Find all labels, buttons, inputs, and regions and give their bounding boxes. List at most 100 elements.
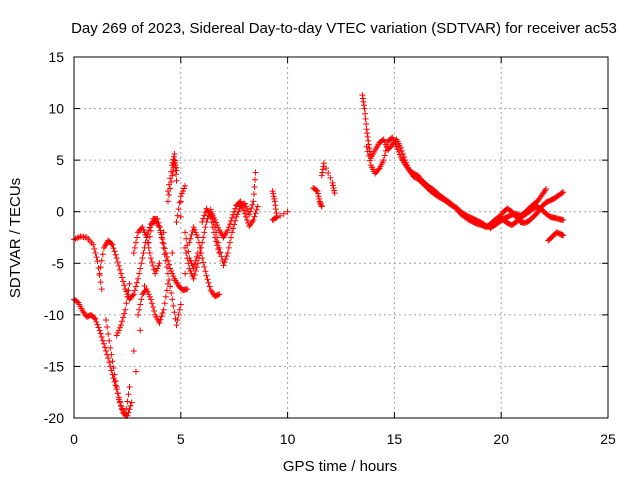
data-point bbox=[139, 224, 146, 231]
data-point bbox=[157, 316, 164, 323]
data-point bbox=[270, 190, 277, 197]
series-track-6 bbox=[207, 198, 261, 241]
data-point bbox=[120, 314, 127, 321]
data-point bbox=[223, 253, 230, 260]
data-point bbox=[173, 177, 180, 184]
data-point bbox=[117, 270, 124, 277]
data-point bbox=[229, 229, 236, 236]
data-point bbox=[112, 251, 119, 258]
data-point bbox=[188, 270, 195, 277]
data-point bbox=[104, 351, 111, 358]
data-point bbox=[167, 283, 174, 290]
data-point bbox=[364, 133, 371, 140]
data-point bbox=[164, 198, 171, 205]
data-point bbox=[188, 231, 195, 238]
data-point bbox=[142, 231, 149, 238]
data-point bbox=[155, 262, 162, 269]
data-point bbox=[242, 203, 249, 210]
data-point bbox=[163, 287, 170, 294]
data-point bbox=[225, 224, 232, 231]
data-point bbox=[119, 405, 126, 412]
data-point bbox=[241, 210, 248, 217]
data-point bbox=[317, 200, 324, 207]
data-point bbox=[116, 398, 123, 405]
data-point bbox=[137, 301, 144, 308]
data-point bbox=[375, 166, 382, 173]
data-point bbox=[224, 227, 231, 234]
data-point bbox=[160, 229, 167, 236]
data-point bbox=[366, 157, 373, 164]
data-point bbox=[222, 256, 229, 263]
data-point bbox=[92, 315, 99, 322]
data-point bbox=[273, 214, 280, 221]
data-point bbox=[145, 227, 152, 234]
data-point bbox=[250, 191, 257, 198]
data-point bbox=[362, 115, 369, 122]
data-point bbox=[252, 169, 259, 176]
data-point bbox=[104, 323, 111, 330]
data-point bbox=[363, 143, 370, 150]
data-point bbox=[190, 275, 197, 282]
data-point bbox=[393, 143, 400, 150]
data-point bbox=[164, 188, 171, 195]
data-point bbox=[103, 347, 110, 354]
data-point bbox=[231, 208, 238, 215]
data-point bbox=[323, 165, 330, 172]
data-point bbox=[126, 280, 133, 287]
data-point bbox=[114, 329, 121, 336]
data-point bbox=[132, 239, 139, 246]
data-point bbox=[202, 268, 209, 275]
data-point bbox=[114, 258, 121, 265]
data-point bbox=[184, 286, 191, 293]
data-point bbox=[214, 222, 221, 229]
data-point bbox=[543, 186, 550, 193]
data-point bbox=[182, 244, 189, 251]
data-point bbox=[271, 198, 278, 205]
data-point bbox=[97, 279, 104, 286]
data-point bbox=[254, 203, 261, 210]
data-point bbox=[144, 239, 151, 246]
data-point bbox=[200, 234, 207, 241]
data-point bbox=[314, 188, 321, 195]
data-point bbox=[239, 204, 246, 211]
y-axis-label: SDTVAR / TECUs bbox=[7, 178, 24, 298]
data-point bbox=[176, 199, 183, 206]
data-point bbox=[232, 205, 239, 212]
data-point bbox=[110, 375, 117, 382]
data-point bbox=[269, 188, 276, 195]
data-point bbox=[170, 273, 177, 280]
data-point bbox=[94, 258, 101, 265]
data-point bbox=[134, 279, 141, 286]
x-tick-label: 10 bbox=[280, 431, 296, 447]
data-point bbox=[113, 255, 120, 262]
data-point bbox=[380, 136, 387, 143]
x-axis-label: GPS time / hours bbox=[283, 458, 397, 475]
data-point bbox=[135, 275, 142, 282]
data-point bbox=[242, 213, 249, 220]
data-point bbox=[173, 167, 180, 174]
data-point bbox=[313, 187, 320, 194]
data-point bbox=[399, 150, 406, 157]
data-point bbox=[106, 359, 113, 366]
data-point bbox=[194, 260, 201, 267]
data-point bbox=[125, 287, 132, 294]
data-point bbox=[191, 271, 198, 278]
data-point bbox=[216, 244, 223, 251]
data-point bbox=[238, 201, 245, 208]
data-point bbox=[109, 371, 116, 378]
data-point bbox=[203, 219, 210, 226]
data-point bbox=[325, 170, 332, 177]
data-point bbox=[272, 202, 279, 209]
data-point bbox=[107, 363, 114, 370]
data-point bbox=[121, 310, 128, 317]
data-point bbox=[156, 224, 163, 231]
data-point bbox=[215, 291, 222, 298]
series-track-11 bbox=[487, 189, 567, 232]
data-point bbox=[120, 407, 127, 414]
data-point bbox=[237, 198, 244, 205]
data-point bbox=[327, 174, 334, 181]
y-tick-label: -20 bbox=[44, 410, 64, 426]
x-tick-label: 20 bbox=[493, 431, 509, 447]
data-point bbox=[181, 185, 188, 192]
data-point bbox=[206, 283, 213, 290]
